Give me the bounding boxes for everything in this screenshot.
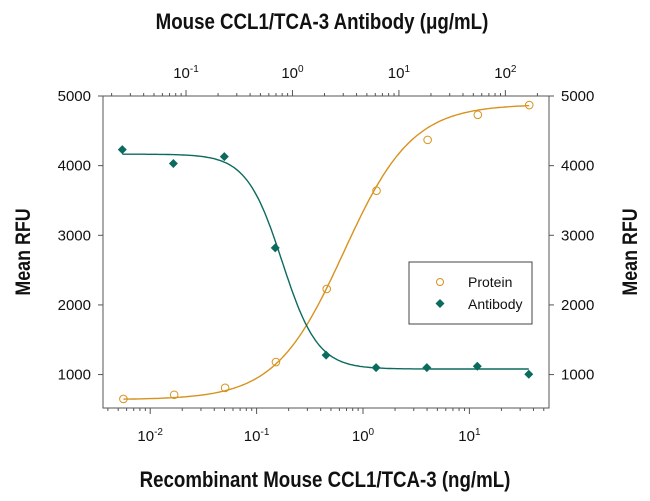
- y-tick-label: 3000: [58, 227, 91, 244]
- protein-data-point: [119, 394, 128, 404]
- y2-tick-label: 2000: [561, 297, 594, 314]
- chart-title: Mouse CCL1/TCA-3 Antibody (μg/mL): [156, 11, 489, 35]
- antibody-data-point: [321, 350, 331, 360]
- y2-tick-label: 1000: [561, 367, 594, 384]
- y-tick-label: 5000: [58, 88, 91, 105]
- y2-tick-label: 3000: [561, 227, 594, 244]
- protein-data-point: [220, 383, 230, 393]
- antibody-data-point: [371, 363, 381, 373]
- antibody-data-point: [422, 363, 432, 373]
- y2-tick-label: 4000: [561, 158, 594, 175]
- x-axis-label: Recombinant Mouse CCL1/TCA-3 (ng/mL): [140, 469, 511, 493]
- antibody-data-point: [472, 361, 482, 371]
- x2-tick-label: 101: [388, 64, 411, 82]
- antibody-data-point: [270, 243, 280, 253]
- legend: Protein Antibody: [408, 261, 533, 325]
- antibody-data-point: [117, 145, 127, 155]
- x-tick-label: 10-1: [244, 427, 270, 445]
- protein-data-point: [524, 100, 534, 110]
- antibody-data-point: [524, 369, 534, 379]
- protein-fit-curve: [123, 105, 530, 400]
- y-axis-label-right: Mean RFU: [619, 208, 643, 295]
- legend-box: [408, 261, 533, 325]
- y-tick-label: 4000: [58, 158, 91, 175]
- x2-tick-label: 10-1: [173, 64, 199, 82]
- y-tick-label: 1000: [58, 367, 91, 384]
- protein-data-point: [473, 110, 483, 120]
- plot-frame: [102, 95, 550, 409]
- legend-marker-protein: [436, 278, 444, 286]
- protein-data-point: [322, 284, 332, 294]
- y2-tick-label: 5000: [561, 88, 594, 105]
- x2-tick-label: 100: [281, 64, 304, 82]
- x-tick-label: 100: [352, 427, 375, 445]
- antibody-data-point: [168, 159, 178, 169]
- protein-data-point: [423, 135, 432, 145]
- protein-data-point: [169, 390, 179, 400]
- legend-marker-antibody: [435, 299, 445, 308]
- protein-data-point: [372, 186, 381, 196]
- protein-data-point: [271, 357, 281, 367]
- y-axis-label-left: Mean RFU: [12, 208, 36, 295]
- x2-tick-label: 102: [494, 64, 517, 82]
- y-tick-label: 2000: [58, 297, 91, 314]
- legend-label-antibody: Antibody: [468, 296, 522, 312]
- legend-label-protein: Protein: [468, 274, 512, 290]
- antibody-data-point: [219, 152, 229, 162]
- x-tick-label: 10-2: [137, 427, 163, 445]
- x-tick-label: 101: [458, 427, 481, 445]
